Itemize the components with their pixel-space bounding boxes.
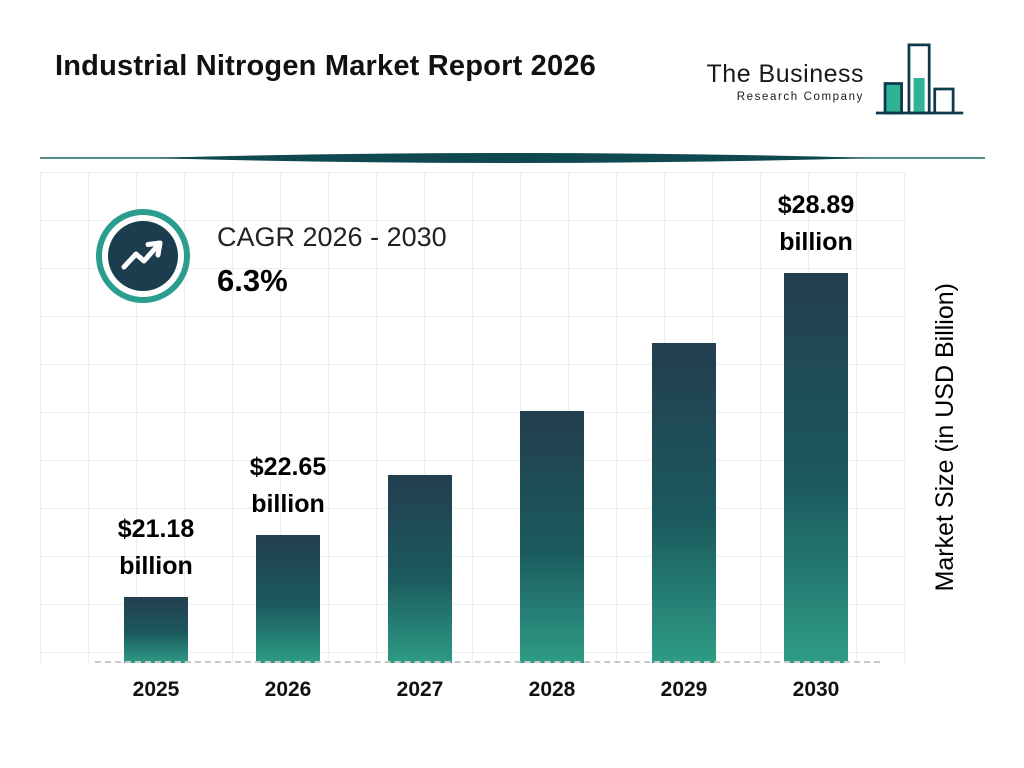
x-axis-labels: 2025 2026 2027 2028 2029 2030: [90, 678, 882, 708]
divider-line: [40, 153, 985, 163]
bar-column-2030: $28.89 billion: [750, 143, 882, 663]
logo: The Business Research Company: [707, 38, 966, 118]
logo-line1: The Business: [706, 60, 864, 88]
bar-column-2026: $22.65 billion: [222, 143, 354, 663]
logo-chart-icon: [875, 43, 964, 115]
bar-2030: [784, 273, 848, 663]
bar-2025: [124, 597, 188, 663]
bar-value-label: $28.89 billion: [777, 191, 855, 256]
x-tick-label: 2030: [792, 678, 840, 701]
cagr-badge: CAGR 2026 - 2030 6.3%: [95, 208, 447, 304]
cagr-label: CAGR 2026 - 2030: [217, 222, 447, 252]
y-axis-label: Market Size (in USD Billion): [931, 283, 959, 592]
trend-arrow-icon: [96, 209, 190, 303]
bar-column-2028: [486, 143, 618, 663]
bar-column-2029: [618, 143, 750, 663]
cagr-text: CAGR 2026 - 2030 6.3%: [217, 208, 447, 299]
bar-2026: [256, 535, 320, 663]
x-tick-label: 2026: [264, 678, 312, 701]
bar-column-2025: $21.18 billion: [90, 143, 222, 663]
x-tick-label: 2025: [132, 678, 180, 701]
bar-value-label: $21.18 billion: [117, 515, 195, 580]
bar-2028: [520, 411, 584, 663]
x-axis-baseline: [95, 661, 880, 663]
x-tick-label: 2027: [396, 678, 444, 701]
x-tick-label: 2028: [528, 678, 576, 701]
logo-text: The Business Research Company: [707, 60, 864, 103]
bar-column-2027: [354, 143, 486, 663]
bar-chart: $21.18 billion $22.65 billion $28.89 billion: [90, 143, 882, 663]
bar-2027: [388, 475, 452, 663]
page-title: Industrial Nitrogen Market Report 2026: [55, 50, 596, 82]
cagr-value: 6.3%: [217, 263, 288, 298]
bar-value-label: $22.65 billion: [249, 453, 327, 518]
x-tick-label: 2029: [660, 678, 708, 701]
logo-line2: Research Company: [736, 91, 864, 103]
bar-2029: [652, 343, 716, 663]
